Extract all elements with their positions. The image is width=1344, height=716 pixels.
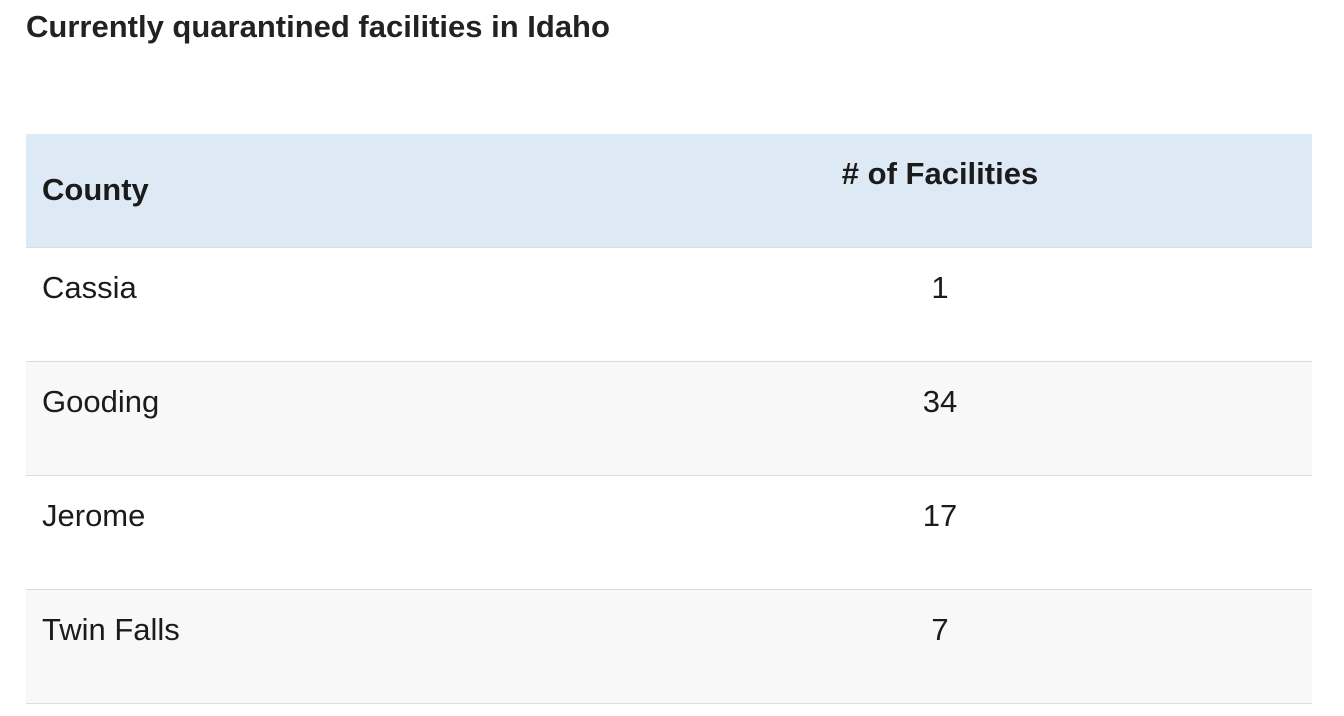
table-row: Gooding 34 <box>26 361 1312 476</box>
page-title: Currently quarantined facilities in Idah… <box>26 9 610 44</box>
column-header: County <box>26 134 568 248</box>
county-cell: Twin Falls <box>26 589 568 704</box>
count-cell: 34 <box>568 361 1312 476</box>
table-body: Cassia 1 Gooding 34 Jerome 17 Twin Falls 7 <box>26 247 1312 704</box>
count-cell: 1 <box>568 247 1312 362</box>
table-row: Jerome 17 <box>26 475 1312 590</box>
table-row: Twin Falls 7 <box>26 589 1312 704</box>
column-header: # of Facilities <box>568 134 1312 248</box>
county-cell: Gooding <box>26 361 568 476</box>
table-row: Cassia 1 <box>26 247 1312 362</box>
county-cell: Cassia <box>26 247 568 362</box>
header-row: County # of Facilities <box>26 134 1312 248</box>
facilities-table: County # of Facilities Cassia 1 Gooding 34 J… <box>26 134 1312 704</box>
county-cell: Jerome <box>26 475 568 590</box>
count-cell: 7 <box>568 589 1312 704</box>
count-cell: 17 <box>568 475 1312 590</box>
table-head: County # of Facilities <box>26 134 1312 248</box>
